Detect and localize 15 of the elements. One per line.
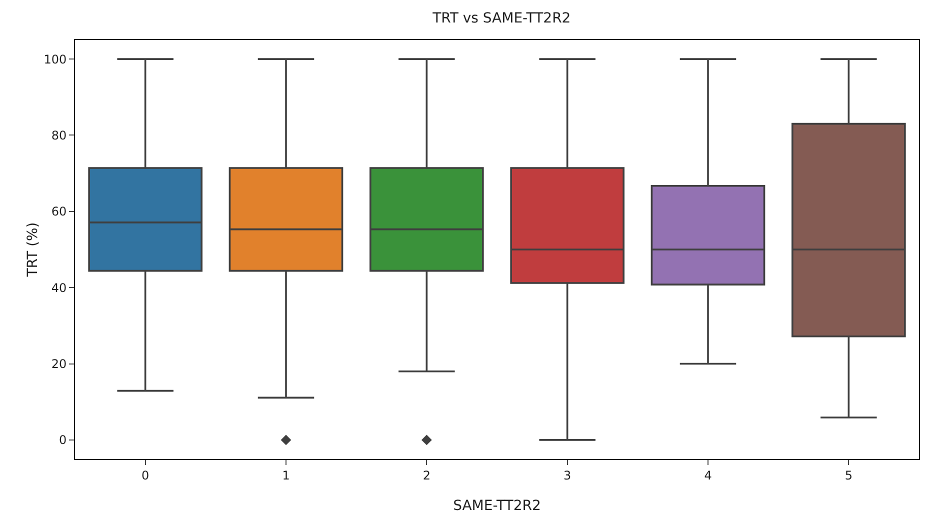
x-tick-label: 0 — [142, 468, 150, 482]
y-axis-title: TRT (%) — [25, 222, 41, 278]
x-tick-label: 4 — [704, 468, 712, 482]
chart-title: TRT vs SAME-TT2R2 — [432, 10, 571, 27]
x-axis-title: SAME-TT2R2 — [453, 498, 541, 514]
y-tick-label: 20 — [51, 356, 67, 371]
x-tick-label: 2 — [422, 468, 430, 482]
y-tick-label: 0 — [58, 433, 67, 448]
x-tick-label: 5 — [844, 468, 852, 482]
y-tick-label: 100 — [44, 52, 67, 66]
y-tick-label: 60 — [51, 204, 67, 219]
y-tick-label: 40 — [51, 280, 67, 295]
x-tick-label: 1 — [282, 468, 290, 482]
y-tick-label: 80 — [51, 128, 67, 142]
x-tick-label: 3 — [564, 468, 572, 482]
